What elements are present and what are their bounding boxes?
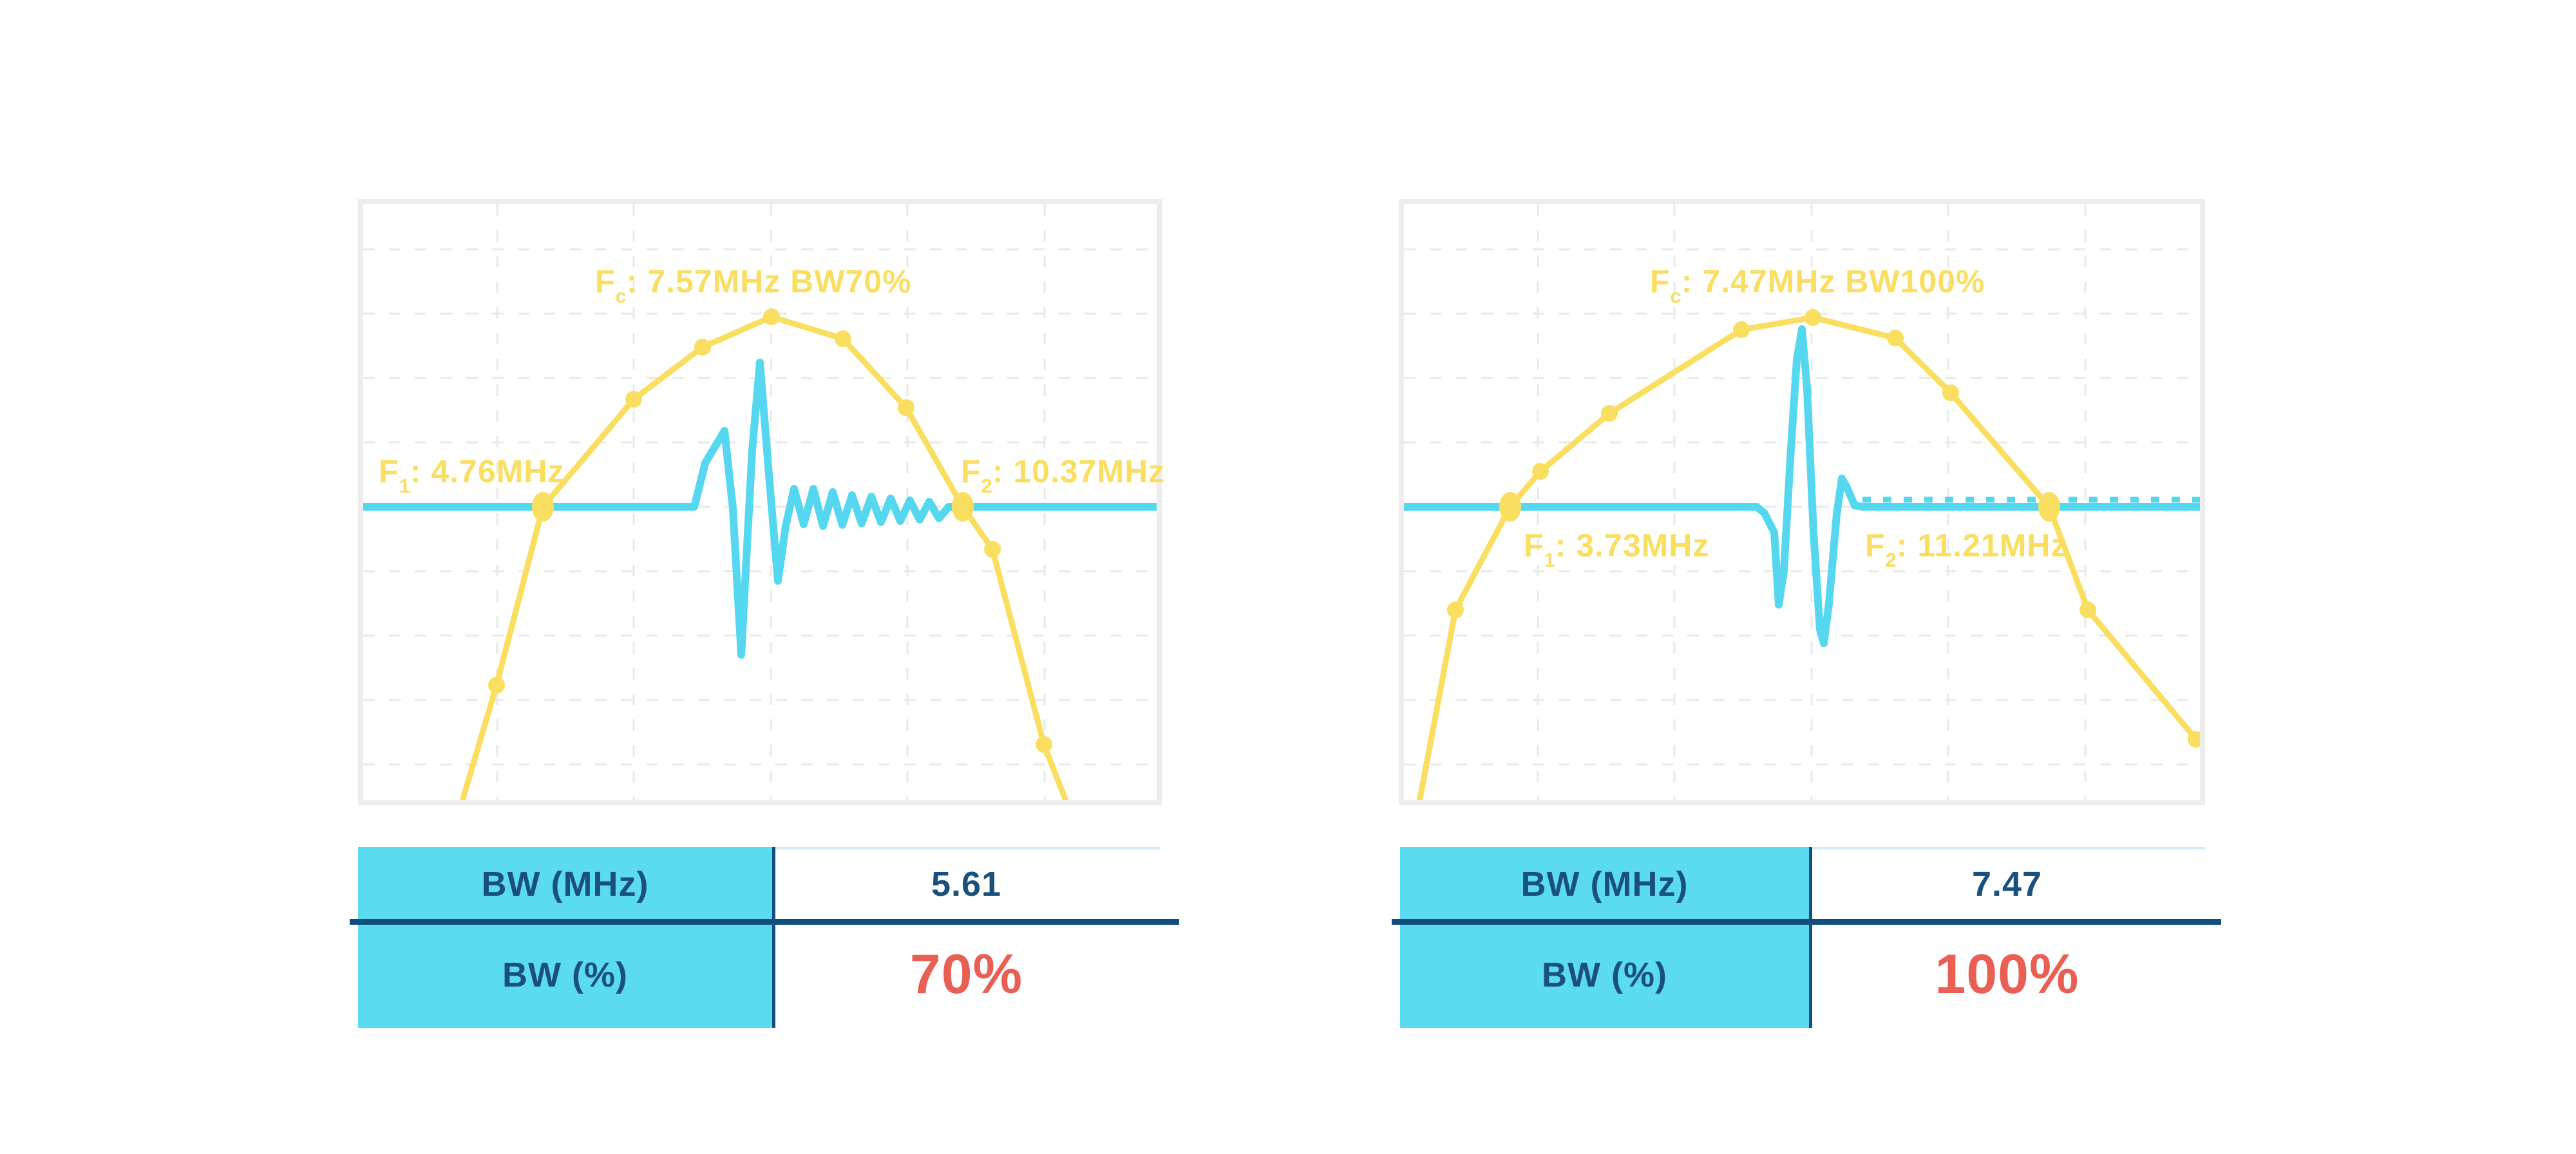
fc-value-text: : 7.57MHz BW70% xyxy=(626,263,912,299)
label-column: BW (MHz) BW (%) xyxy=(1400,847,1809,1028)
bw-pct-label-cell: BW (%) xyxy=(1542,955,1667,994)
f1-annotation: F1: 3.73MHz xyxy=(1524,527,1710,570)
bw-mhz-value-cell: 5.61 xyxy=(931,865,1002,903)
bw-pct-label-cell: BW (%) xyxy=(502,955,628,994)
left-spectrum-chart: Fc: 7.57MHz BW70% F1: 4.76MHz F2: 10.37M… xyxy=(358,199,1166,805)
fc-annotation: Fc: 7.47MHz BW100% xyxy=(1650,263,1985,306)
f1-subscript: 1 xyxy=(399,475,410,497)
bw-pct-value-cell: 100% xyxy=(1935,943,2079,1005)
left-bw-table: BW (MHz) BW (%) 5.61 70% xyxy=(358,847,1160,1028)
fc-subscript: c xyxy=(615,285,627,307)
fc-subscript: c xyxy=(1670,285,1681,307)
f1-symbol: F xyxy=(1524,527,1544,563)
row-divider-line xyxy=(1392,919,2221,925)
right-chart-canvas xyxy=(1404,204,2200,800)
value-column-top-border xyxy=(775,847,1160,849)
fc-symbol: F xyxy=(1650,263,1671,299)
f2-value-text: : 11.21MHz xyxy=(1896,527,2068,563)
f2-subscript: 2 xyxy=(981,475,992,497)
label-column: BW (MHz) BW (%) xyxy=(358,847,772,1028)
fc-symbol: F xyxy=(595,263,616,299)
value-column: 5.61 70% xyxy=(772,847,1160,1028)
f1-symbol: F xyxy=(379,453,399,489)
right-spectrum-chart: Fc: 7.47MHz BW100% F1: 3.73MHz F2: 11.21… xyxy=(1399,199,2205,805)
f1-subscript: 1 xyxy=(1544,549,1555,571)
column-divider-line xyxy=(1809,847,1812,1028)
f1-value-text: : 3.73MHz xyxy=(1555,527,1710,563)
fc-annotation: Fc: 7.57MHz BW70% xyxy=(595,263,912,306)
bw-mhz-label-cell: BW (MHz) xyxy=(481,865,649,903)
f2-annotation: F2: 11.21MHz xyxy=(1865,527,2068,570)
f2-symbol: F xyxy=(1865,527,1886,563)
value-column: 7.47 100% xyxy=(1809,847,2205,1028)
f2-annotation: F2: 10.37MHz xyxy=(961,453,1166,496)
row-divider-line xyxy=(350,919,1179,925)
value-column-top-border xyxy=(1812,847,2205,849)
right-bw-table: BW (MHz) BW (%) 7.47 100% xyxy=(1400,847,2205,1028)
bw-mhz-label-cell: BW (MHz) xyxy=(1520,865,1689,903)
fc-value-text: : 7.47MHz BW100% xyxy=(1681,263,1985,299)
f2-value-text: : 10.37MHz xyxy=(992,453,1166,489)
column-divider-line xyxy=(772,847,775,1028)
f1-value-text: : 4.76MHz xyxy=(410,453,565,489)
f2-subscript: 2 xyxy=(1885,549,1897,571)
f2-symbol: F xyxy=(961,453,981,489)
bw-pct-value-cell: 70% xyxy=(909,943,1023,1005)
left-chart-canvas xyxy=(363,204,1157,800)
f1-annotation: F1: 4.76MHz xyxy=(379,453,565,496)
bw-mhz-value-cell: 7.47 xyxy=(1971,865,2043,903)
